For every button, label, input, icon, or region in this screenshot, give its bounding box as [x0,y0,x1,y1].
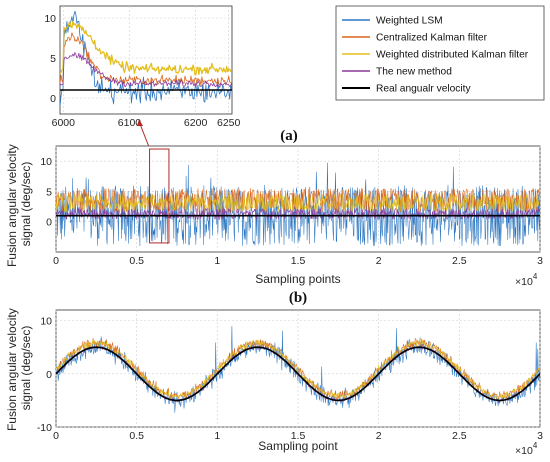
panel-a-series [56,162,540,247]
legend: Weighted LSM Centralized Kalman filter Wei… [335,5,545,101]
inset-series-2 [60,32,232,86]
panel-b-xtick-label: 1 [214,430,220,442]
panel-b-ytick-label: 0 [46,369,52,381]
panel-b-series [56,325,540,413]
panel-b-xtick-label: 0 [53,430,59,442]
panel-a-xlabel: Sampling points [255,272,340,286]
panel-a-chart: 0 0.5 1 1.5 2 2.5 3 0 5 10 Sampling points ×104 F… [5,141,543,288]
panel-a-xtick-label: 1.5 [291,255,306,267]
panel-a-series-4 [56,208,540,220]
legend-entry-label: The new method [376,67,452,78]
inset-xtick-label: 6200 [184,117,208,129]
panel-a-ticks: 0 0.5 1 1.5 2 2.5 3 0 5 10 [40,156,543,267]
inset-xtick-label: 6250 [217,117,241,129]
panel-a-ytick-label: 0 [46,217,52,229]
inset-xtick-label: 6100 [118,117,142,129]
inset-series [60,10,232,107]
panel-label-a: (a) [280,128,298,144]
inset-series-1 [60,10,232,107]
panel-a-series-2 [56,188,540,213]
inset-series-3 [60,20,232,76]
panel-b-ylabel-line1: Fusion angular velocity [5,308,19,431]
inset-xtick-label: 6000 [52,117,76,129]
panel-b-series-3 [56,339,540,401]
panel-b-xlabel: Sampling point [258,439,338,453]
legend-entry-label: Centralized Kalman filter [376,33,488,44]
zoom-arrow-head [137,119,143,126]
panel-b-series-real [56,346,540,402]
legend-entry-label: Weighted LSM [376,16,443,27]
inset-ticks: 6000 6100 6200 6250 0 5 10 [44,13,240,129]
panel-a-xtick-label: 2.5 [452,255,467,267]
panel-a-x-multiplier: ×104 [515,272,538,288]
panel-a-series-3 [56,193,540,213]
panel-a-ytick-label: 10 [40,156,52,168]
panel-a-xtick-label: 2 [376,255,382,267]
inset-chart: 6000 6100 6200 6250 0 5 10 [44,5,241,129]
panel-b-ylabel: Fusion angular velocity signal (deg/sec) [5,305,33,431]
panel-a-ylabel-line1: Fusion angular velocity [5,144,19,267]
legend-frame [335,5,545,101]
panel-label-b: (b) [289,290,307,306]
panel-a-xtick-label: 3 [537,255,543,267]
panel-b-x-multiplier: ×104 [515,441,538,457]
panel-b-xtick-label: 2 [376,430,382,442]
panel-b-ylabel-line2: signal (deg/sec) [19,326,33,411]
panel-b-ytick-label: -10 [37,422,52,434]
panel-b-xtick-label: 2.5 [452,430,467,442]
inset-ytick-label: 5 [50,53,56,65]
panel-a-xtick-label: 1 [214,255,220,267]
panel-a-xtick-label: 0.5 [129,255,144,267]
panel-a-ytick-label: 5 [46,186,52,198]
panel-b-xtick-label: 3 [537,430,543,442]
zoom-box [149,148,170,244]
legend-entry-label: Real angualr velocity [376,84,471,95]
inset-ytick-label: 10 [44,13,56,25]
panel-a-ylabel: Fusion angular velocity signal (deg/sec) [5,141,33,267]
panel-b-xtick-label: 0.5 [129,430,144,442]
panel-b-ytick-label: 10 [40,316,52,328]
legend-entry-label: Weighted distributed Kalman filter [376,50,529,61]
panel-a-xtick-label: 0 [53,255,59,267]
inset-ytick-label: 0 [50,93,56,105]
panel-b-xtick-label: 1.5 [291,430,306,442]
panel-a-ylabel-line2: signal (deg/sec) [19,162,33,247]
inset-series-4 [60,52,232,88]
